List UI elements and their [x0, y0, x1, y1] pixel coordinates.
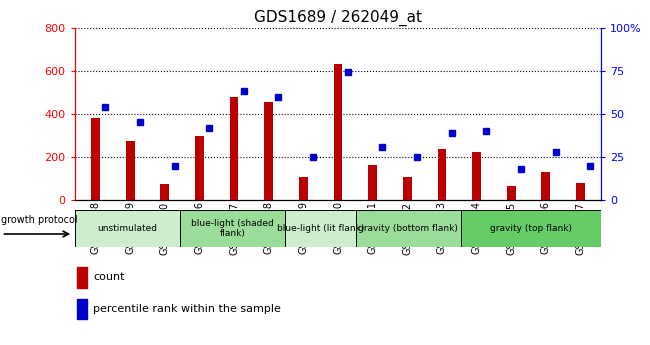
- Bar: [356, 210, 461, 247]
- Text: blue-light (lit flank): blue-light (lit flank): [277, 224, 364, 233]
- Bar: [180, 210, 285, 247]
- Bar: [75, 210, 180, 247]
- Text: count: count: [93, 273, 125, 282]
- Text: blue-light (shaded
flank): blue-light (shaded flank): [191, 219, 274, 238]
- Bar: [576, 183, 585, 200]
- Bar: [507, 186, 515, 200]
- Bar: [265, 102, 273, 200]
- Bar: [161, 184, 169, 200]
- Bar: [77, 299, 86, 319]
- Bar: [285, 210, 356, 247]
- Text: gravity (bottom flank): gravity (bottom flank): [358, 224, 458, 233]
- Bar: [229, 97, 239, 200]
- Bar: [77, 267, 86, 288]
- Text: unstimulated: unstimulated: [98, 224, 157, 233]
- Text: percentile rank within the sample: percentile rank within the sample: [93, 304, 281, 314]
- Bar: [437, 149, 447, 200]
- Text: gravity (top flank): gravity (top flank): [490, 224, 572, 233]
- Bar: [91, 118, 100, 200]
- Bar: [403, 177, 411, 200]
- Bar: [541, 172, 550, 200]
- Bar: [126, 141, 135, 200]
- Bar: [461, 210, 601, 247]
- Title: GDS1689 / 262049_at: GDS1689 / 262049_at: [254, 10, 422, 26]
- Bar: [299, 177, 307, 200]
- Bar: [333, 64, 343, 200]
- Bar: [195, 137, 204, 200]
- Text: growth protocol: growth protocol: [1, 215, 78, 225]
- Bar: [472, 151, 481, 200]
- Bar: [369, 165, 377, 200]
